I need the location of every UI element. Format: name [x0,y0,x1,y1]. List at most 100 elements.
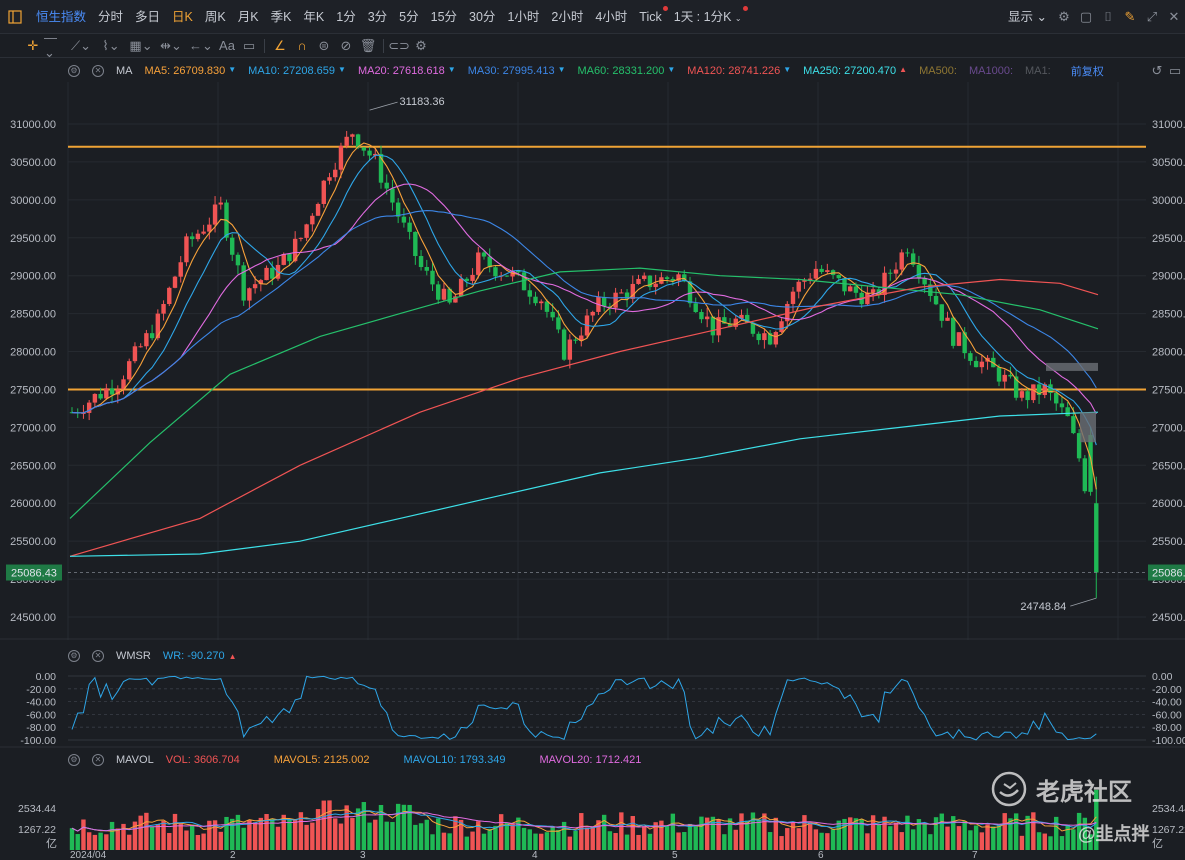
toolbar-settings-icon[interactable]: ⚙ [415,37,427,53]
period-tab[interactable]: 15分 [430,9,458,24]
volume-bar [281,814,286,850]
volume-bar [1042,833,1047,850]
link-icon[interactable]: ⊂⊃ [388,37,410,53]
magnet-icon[interactable]: ∩ [297,38,307,53]
hide-drawings-icon[interactable]: ⊘ [340,37,352,53]
text-tool-icon[interactable]: Aa [219,38,235,53]
layout-square-icon[interactable]: ▢ [1079,8,1093,24]
candle-body [533,296,538,304]
fibonacci-tool-icon[interactable]: ▦⌄ [129,37,153,53]
ma-legend-item[interactable]: MA30: 27995.413 [467,65,555,77]
mavol-legend-item[interactable]: MAVOL5: 2125.002 [273,754,370,766]
mavol-legend-item[interactable]: VOL: 3606.704 [165,754,240,766]
volume-bar [195,835,201,850]
candle-body [98,393,103,399]
period-tab[interactable]: 1分 [336,9,356,24]
crosshair-icon[interactable]: ✛ [27,37,39,53]
fullscreen-icon[interactable]: ⤢ [1146,8,1158,24]
ma-legend-item[interactable]: MA1: [1025,65,1051,77]
period-tab[interactable]: 月K [237,9,259,24]
adjust-mode[interactable]: 前复权 [1070,66,1104,78]
draw-pen-icon[interactable]: ✎ [1124,8,1136,24]
sidebar-toggle-icon[interactable] [0,6,30,28]
period-tab[interactable]: 周K [204,9,226,24]
volume-bar [207,820,212,850]
candle-body [1054,393,1059,404]
mavol-legend-item[interactable]: MAVOL20: 1712.421 [539,754,642,766]
period-tab[interactable]: 季K [270,9,292,24]
wmsr-name[interactable]: WMSR [116,650,151,662]
period-tab[interactable]: 30分 [469,9,496,24]
period-tab[interactable]: 年K [303,9,325,24]
candle-body [395,202,401,217]
candle-body [619,292,624,294]
volume-bar [1088,834,1093,850]
period-tab[interactable]: 2小时 [551,9,584,24]
volume-bar [510,823,515,850]
symbol-name[interactable]: 恒生指数 [36,9,87,24]
indicator-settings-icon[interactable]: ⚙ [68,65,80,77]
period-tab[interactable]: 1小时 [507,9,540,24]
wmsr-close-icon[interactable]: ✕ [92,650,104,662]
ma-legend-item[interactable]: MA10: 27208.659 [248,65,336,77]
volume-bar [86,832,92,850]
collapse-icon[interactable]: ▭ [1168,63,1182,78]
ma-legend-item[interactable]: MA60: 28331.200 [577,65,665,77]
candle-body [436,284,441,300]
measure-tool-icon[interactable]: ⇹⌄ [160,37,182,53]
candle-body [230,237,235,255]
candle-body [115,389,120,395]
ma-legend-item[interactable]: MA20: 27618.618 [357,65,445,77]
period-tab[interactable]: 分时 [98,9,124,24]
channel-tool-icon[interactable]: ⟋⌄ [71,37,91,53]
candle-body [264,267,269,281]
settings-gear-icon[interactable]: ⚙ [1058,8,1070,24]
ma-legend-item[interactable]: MA120: 28741.226 [687,65,781,77]
volume-bar [235,814,241,850]
note-tool-icon[interactable]: ▭ [242,37,256,53]
candle-body [882,272,887,295]
ma-legend-item[interactable]: MA500: [919,65,957,77]
volume-chart[interactable]: 2534.442534.441267.221267.22亿亿2024/04234… [0,770,1185,858]
main-indicator-name[interactable]: MA [116,65,133,77]
wmsr-chart[interactable]: 0.00 0.00-20.00 -20.00-40.00 -40.00-60.00 -6… [0,666,1185,748]
camera-icon[interactable]: ⌷ [1104,8,1112,24]
vol-tick-right: 2534.44 [1152,803,1185,815]
period-tab[interactable]: 5分 [399,9,419,24]
display-menu[interactable]: 显示 ⌄ [1002,0,1053,34]
mavol-name[interactable]: MAVOL [116,754,154,766]
trash-icon[interactable]: 🗑 [359,37,377,53]
ma-legend-item[interactable]: MA5: 26709.830 [144,65,226,77]
multi-period-selector[interactable]: 1天 : 1分K ⌄ [668,0,748,34]
ma-legend-item[interactable]: MA1000: [968,65,1014,77]
volume-bar [819,832,824,850]
period-tab[interactable]: Tick [633,0,668,34]
candlestick-chart[interactable]: 31000.00 31000.00 30500.00 30500.00 30000.00… [0,58,1185,640]
period-tab[interactable]: 多日 [135,9,161,24]
wmsr-tick-right: 0.00 [1152,671,1173,683]
line-tool-icon[interactable]: —⌄ [44,30,57,60]
wave-tool-icon[interactable]: ⌇⌄ [102,37,120,53]
period-tab[interactable]: 3分 [367,9,388,24]
arrow-tool-icon[interactable]: ←⌄ [189,37,213,53]
period-tab[interactable]: 4小时 [595,9,628,24]
candle-body [321,180,326,204]
mavol-legend-item[interactable]: MAVOL10: 1793.349 [403,754,506,766]
mavol20-line [71,811,1097,832]
period-tab[interactable]: 日K [172,9,193,24]
indicator-close-icon[interactable]: ✕ [92,65,104,77]
close-icon[interactable]: ✕ [1168,8,1180,24]
price-tick-right: 25500.00 [1152,536,1185,548]
reset-icon[interactable]: ↺ [1151,63,1163,78]
volume-bar [1019,835,1025,850]
wmsr-settings-icon[interactable]: ⚙ [68,650,80,662]
candle-body [172,276,178,288]
volume-bar [418,823,424,850]
mavol-close-icon[interactable]: ✕ [92,754,104,766]
mavol-settings-icon[interactable]: ⚙ [68,754,80,766]
lock-icon[interactable]: ⊜ [318,37,330,53]
pencil-tool-icon[interactable]: ∠ [274,37,286,53]
candle-body [836,274,841,279]
ma-legend-item[interactable]: MA250: 27200.470 [803,65,897,77]
candle-body [979,361,985,368]
